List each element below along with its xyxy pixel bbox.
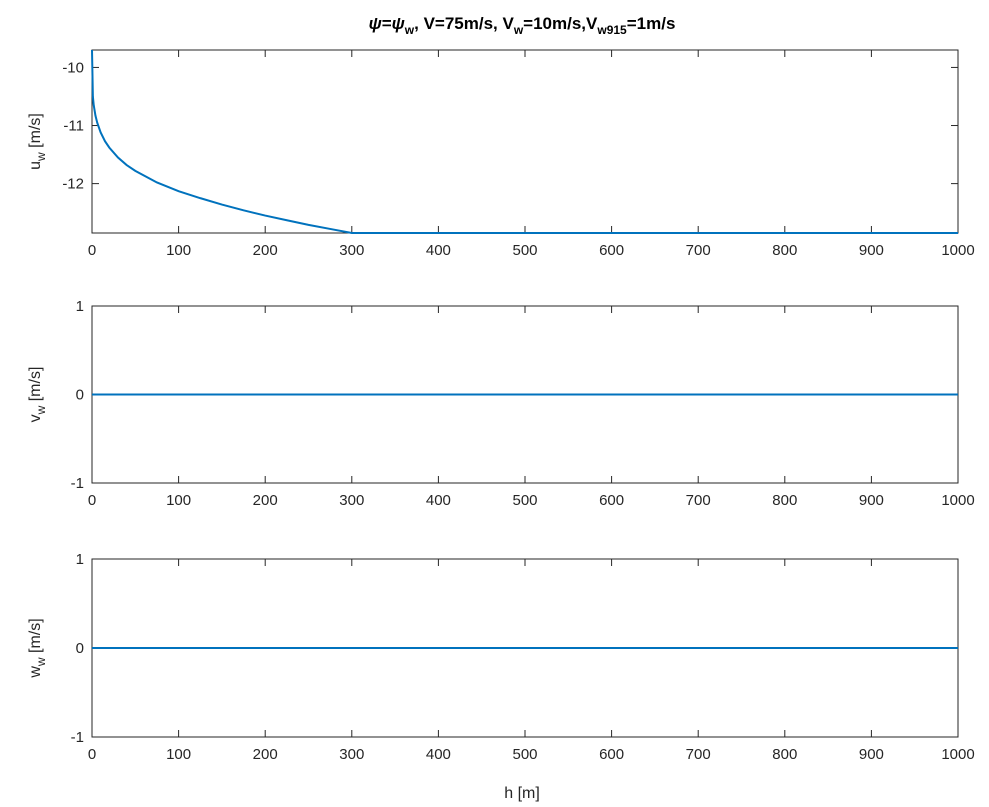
title-v915-subscript: w915 xyxy=(596,23,627,37)
title-equals: = xyxy=(382,14,392,33)
w-x-tick-label: 500 xyxy=(512,746,537,763)
v-x-tick-label: 400 xyxy=(426,492,451,509)
w-y-tick-label: 1 xyxy=(76,551,84,568)
w-x-tick-label: 100 xyxy=(166,746,191,763)
w-x-tick-label: 300 xyxy=(339,746,364,763)
w-y-tick-label: 0 xyxy=(76,640,84,657)
v-x-tick-label: 200 xyxy=(253,492,278,509)
w-x-tick-label: 900 xyxy=(859,746,884,763)
w-x-tick-label: 400 xyxy=(426,746,451,763)
u-x-tick-label: 100 xyxy=(166,242,191,259)
title-psi-w: ψ xyxy=(392,14,405,33)
v-x-tick-label: 300 xyxy=(339,492,364,509)
title-part-1: , V=75m/s, V xyxy=(414,14,514,33)
u-y-tick-label: -12 xyxy=(62,176,84,193)
w-y-label-symbol: w xyxy=(27,666,44,679)
u-x-tick-label: 200 xyxy=(253,242,278,259)
u-x-tick-label: 400 xyxy=(426,242,451,259)
w-x-tick-label: 200 xyxy=(253,746,278,763)
x-axis-label: h [m] xyxy=(504,785,540,802)
title-part-3: =1m/s xyxy=(627,14,676,33)
title-psi: ψ xyxy=(369,14,382,33)
w-x-tick-label: 800 xyxy=(772,746,797,763)
w-x-tick-label: 600 xyxy=(599,746,624,763)
v-x-tick-label: 900 xyxy=(859,492,884,509)
v-y-label-subscript: w xyxy=(34,405,48,415)
v-x-tick-label: 500 xyxy=(512,492,537,509)
u-series-line xyxy=(91,49,958,234)
u-plot-frame xyxy=(91,49,959,234)
u-x-tick-label: 1000 xyxy=(941,242,974,259)
w-y-axis-label: ww [m/s] xyxy=(27,618,48,678)
title-psi-subscript: w xyxy=(404,23,415,37)
v-x-tick-label: 700 xyxy=(686,492,711,509)
u-y-label-unit: [m/s] xyxy=(27,113,44,152)
v-x-tick-label: 800 xyxy=(772,492,797,509)
u-y-tick-label: -11 xyxy=(63,118,84,135)
u-x-tick-label: 800 xyxy=(772,242,797,259)
w-x-tick-label: 1000 xyxy=(941,746,974,763)
w-x-tick-label: 700 xyxy=(686,746,711,763)
u-x-tick-label: 0 xyxy=(88,242,96,259)
v-y-tick-label: -1 xyxy=(71,475,84,492)
u-x-tick-label: 600 xyxy=(599,242,624,259)
title-part-2: =10m/s,V xyxy=(523,14,598,33)
w-y-label-subscript: w xyxy=(34,657,48,667)
u-y-axis-label: uw [m/s] xyxy=(27,113,48,170)
v-y-label-unit: [m/s] xyxy=(27,367,44,406)
u-x-tick-label: 900 xyxy=(859,242,884,259)
w-x-tick-label: 0 xyxy=(88,746,96,763)
v-y-tick-label: 0 xyxy=(76,387,84,404)
u-x-tick-label: 700 xyxy=(686,242,711,259)
v-x-tick-label: 1000 xyxy=(941,492,974,509)
u-y-label-symbol: u xyxy=(27,161,44,170)
chart-title: ψ=ψw, V=75m/s, Vw=10m/s,Vw915=1m/s xyxy=(369,14,676,37)
u-x-tick-label: 500 xyxy=(512,242,537,259)
title-vw-subscript: w xyxy=(513,23,524,37)
u-wind-subplot: 0 100 200 300 400 500 600 700 800 900 1000 -10 -11 -1… xyxy=(27,49,975,259)
u-y-label-subscript: w xyxy=(34,152,48,162)
w-y-label-unit: [m/s] xyxy=(27,618,44,657)
v-x-tick-label: 100 xyxy=(166,492,191,509)
v-x-tick-label: 600 xyxy=(599,492,624,509)
v-y-label-symbol: v xyxy=(27,414,44,422)
u-x-tick-label: 300 xyxy=(339,242,364,259)
v-x-tick-label: 0 xyxy=(88,492,96,509)
v-y-axis-label: vw [m/s] xyxy=(27,367,48,423)
w-y-tick-label: -1 xyxy=(71,729,84,746)
v-y-tick-label: 1 xyxy=(76,298,84,315)
u-y-tick-label: -10 xyxy=(62,59,84,76)
